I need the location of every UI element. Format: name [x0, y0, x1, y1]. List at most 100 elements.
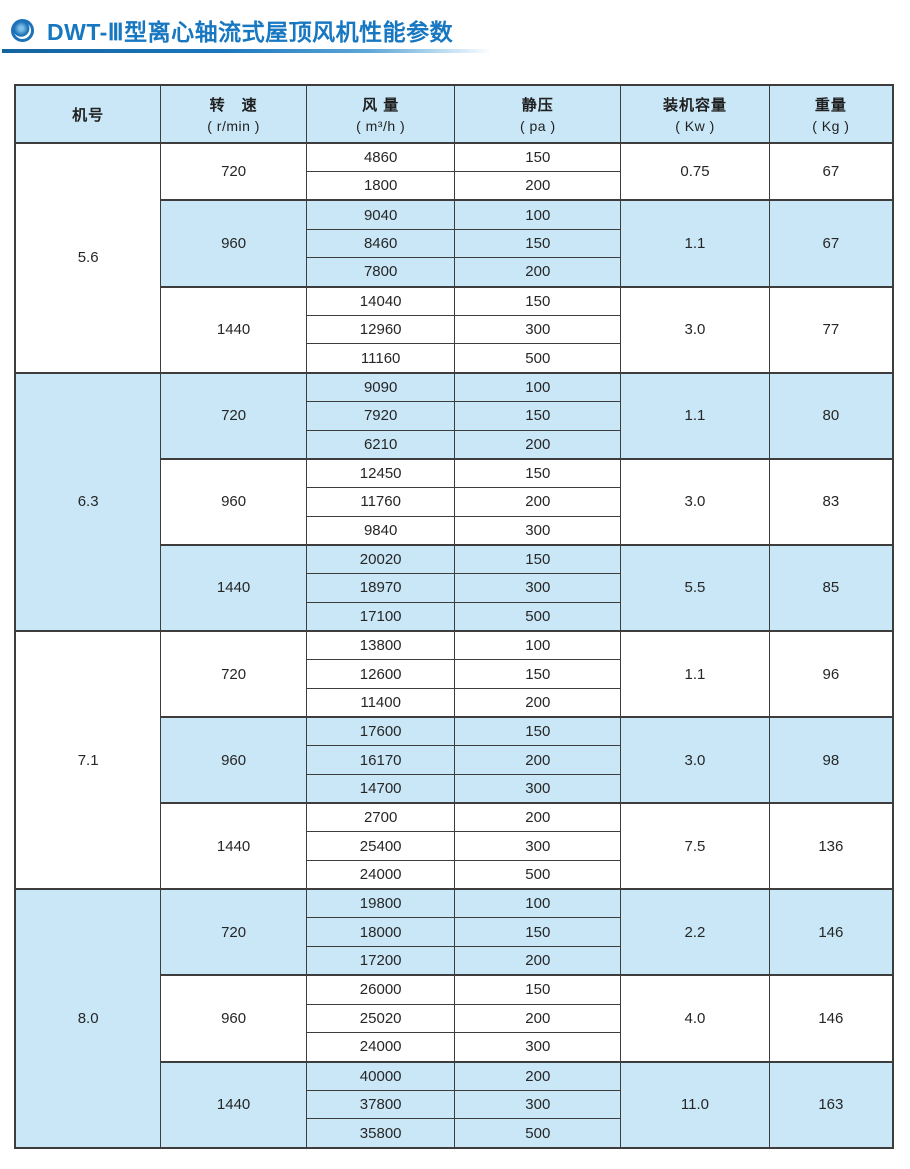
flow-cell: 14700: [305, 773, 456, 804]
flow-cell: 12960: [305, 314, 456, 345]
pressure-cell: 500: [454, 601, 622, 632]
flow-cell: 24000: [305, 1032, 456, 1062]
header-row: 机号 转 速( r/min ) 风 量( m³/h ) 静压( pa ) 装机容…: [14, 84, 894, 144]
weight-cell: 80: [768, 371, 894, 460]
flow-cell: 19800: [305, 888, 456, 919]
table-row: 25400 300: [15, 831, 893, 862]
power-cell: 3.0: [620, 457, 770, 546]
pressure-cell: 150: [454, 543, 622, 575]
power-cell: 0.75: [620, 141, 770, 201]
flow-cell: 18000: [305, 917, 456, 948]
model-cell: 5.6: [14, 142, 162, 374]
power-cell: 11.0: [620, 1060, 770, 1149]
weight-cell: 67: [768, 199, 894, 288]
speed-cell: 720: [160, 888, 307, 976]
flow-cell: 9040: [305, 199, 456, 230]
flow-cell: 2700: [305, 802, 456, 833]
power-cell: 5.5: [620, 543, 770, 632]
speed-cell: 960: [160, 716, 307, 804]
header-speed: 转 速( r/min ): [160, 84, 307, 144]
flow-cell: 4860: [305, 142, 456, 173]
table-header: 机号 转 速( r/min ) 风 量( m³/h ) 静压( pa ) 装机容…: [14, 84, 894, 144]
speed-cell: 1440: [160, 1060, 307, 1149]
flow-cell: 1800: [305, 171, 456, 201]
flow-cell: 11400: [305, 687, 456, 718]
table-row: 11760 200: [15, 486, 893, 517]
speed-cell: 720: [160, 141, 307, 201]
flow-cell: 7800: [305, 257, 456, 288]
pressure-cell: 100: [454, 371, 622, 402]
header-power: 装机容量( Kw ): [620, 84, 770, 144]
flow-cell: 6210: [305, 429, 456, 460]
table-row: 14700 300: [15, 773, 893, 804]
pressure-cell: 150: [454, 400, 622, 431]
flow-cell: 17200: [305, 946, 456, 976]
pressure-cell: 500: [454, 343, 622, 374]
table-row: 12960 300: [15, 314, 893, 345]
pressure-cell: 200: [454, 687, 622, 718]
table-row: 960 12450 150 3.0 83: [15, 457, 894, 546]
flow-cell: 7920: [305, 400, 456, 431]
flow-cell: 18970: [305, 573, 456, 603]
flow-cell: 14040: [305, 285, 456, 316]
pressure-cell: 150: [454, 285, 622, 316]
weight-cell: 146: [768, 888, 894, 976]
performance-table: 机号 转 速( r/min ) 风 量( m³/h ) 静压( pa ) 装机容…: [14, 84, 894, 1149]
pressure-cell: 200: [454, 257, 622, 288]
title-row: DWT-Ⅲ型离心轴流式屋顶风机性能参数: [0, 0, 910, 45]
table-row: 5.6 720 4860 150 0.75 67: [14, 141, 894, 374]
flow-cell: 11160: [305, 343, 456, 374]
pressure-cell: 300: [454, 831, 622, 862]
table-row: 6.3 720 9090 100 1.1 80: [14, 371, 894, 632]
pressure-cell: 200: [454, 946, 622, 976]
table-row: 25020 200: [15, 1003, 893, 1034]
table-row: 17100 500: [15, 601, 893, 632]
pressure-cell: 200: [454, 802, 622, 833]
power-cell: 1.1: [620, 371, 770, 460]
power-cell: 7.5: [620, 802, 770, 890]
table-row: 1440 2700 200 7.5 136: [15, 802, 894, 890]
table-row: 35800 500: [15, 1118, 893, 1149]
flow-cell: 11760: [305, 486, 456, 517]
pressure-cell: 200: [454, 486, 622, 517]
flow-cell: 26000: [305, 974, 456, 1005]
flow-cell: 25020: [305, 1003, 456, 1034]
speed-cell: 1440: [160, 543, 307, 632]
pressure-cell: 200: [454, 1003, 622, 1034]
pressure-cell: 200: [454, 429, 622, 460]
header-model: 机号: [14, 84, 162, 144]
weight-cell: 77: [768, 285, 894, 374]
pressure-cell: 150: [454, 659, 622, 689]
pressure-cell: 500: [454, 860, 622, 890]
speed-cell: 1440: [160, 285, 307, 374]
table-row: 960 9040 100 1.1 67: [15, 199, 894, 288]
table-row: 24000 300: [15, 1032, 893, 1062]
weight-cell: 146: [768, 974, 894, 1063]
flow-cell: 40000: [305, 1060, 456, 1091]
flow-cell: 9090: [305, 371, 456, 402]
pressure-cell: 150: [454, 917, 622, 948]
flow-cell: 12600: [305, 659, 456, 689]
power-cell: 1.1: [620, 629, 770, 718]
table-row: 1800 200: [15, 171, 893, 201]
pressure-cell: 150: [454, 974, 622, 1005]
table-row: 1440 20020 150 5.5 85: [15, 543, 894, 632]
pressure-cell: 200: [454, 745, 622, 775]
pressure-cell: 100: [454, 629, 622, 661]
pressure-cell: 150: [454, 716, 622, 747]
table-row: 960 17600 150 3.0 98: [15, 716, 894, 804]
table-row: 11400 200: [15, 687, 893, 718]
table-row: 8460 150: [15, 228, 893, 259]
page-title: DWT-Ⅲ型离心轴流式屋顶风机性能参数: [47, 19, 454, 45]
speed-cell: 1440: [160, 802, 307, 890]
speed-cell: 960: [160, 199, 307, 288]
weight-cell: 98: [768, 716, 894, 804]
pressure-cell: 100: [454, 199, 622, 230]
pressure-cell: 300: [454, 1032, 622, 1062]
flow-cell: 24000: [305, 860, 456, 890]
speed-cell: 720: [160, 371, 307, 460]
table-row: 8.0 720 19800 100 2.2 146: [14, 888, 894, 1149]
table-body: 5.6 720 4860 150 0.75 67 1800 200 960 90…: [14, 141, 894, 1149]
flow-cell: 13800: [305, 629, 456, 661]
